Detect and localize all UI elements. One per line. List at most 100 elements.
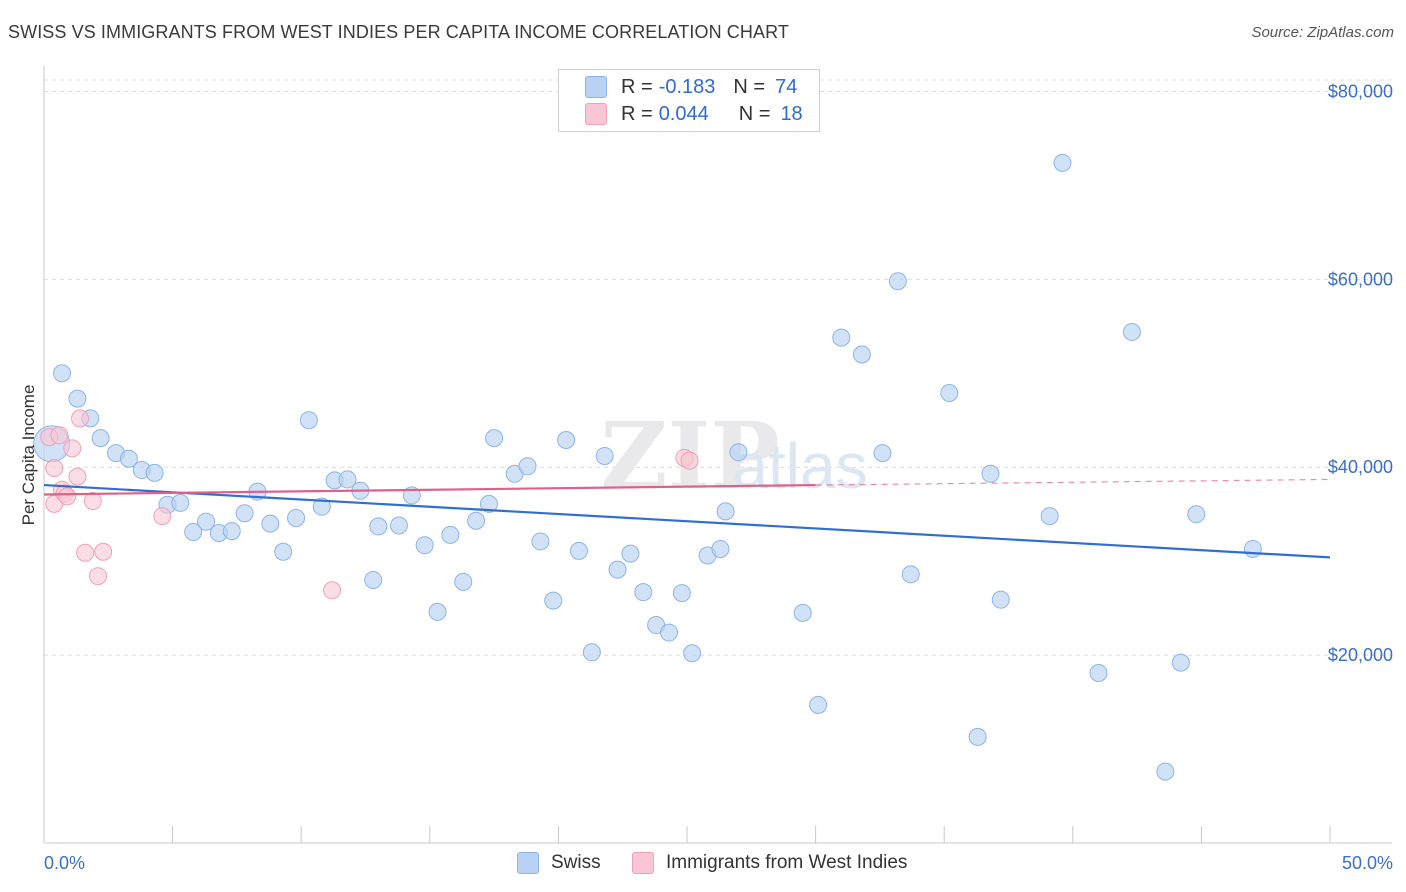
grid-lines — [44, 79, 1392, 656]
swiss-point — [364, 570, 383, 589]
watermark-atlas: atlas — [732, 430, 867, 502]
swiss-point — [299, 411, 318, 430]
swiss-point — [621, 544, 640, 563]
swiss-legend-label: Swiss — [551, 852, 601, 873]
west-indies-legend-swatch — [632, 852, 654, 874]
swiss-point — [91, 429, 110, 448]
correlation-legend: R = -0.183 N = 74 R = 0.044 N = 18 — [558, 69, 820, 132]
swiss-point — [809, 695, 828, 714]
swiss-point — [454, 572, 473, 591]
swiss-point — [467, 511, 486, 530]
west-indies-trend-line — [43, 483, 816, 496]
swiss-point — [369, 517, 388, 536]
swiss-point — [222, 522, 241, 541]
swiss-point — [1053, 153, 1072, 172]
swiss-point — [312, 497, 331, 516]
west-indies-point — [83, 492, 102, 511]
swiss-point — [389, 516, 408, 535]
swiss-point — [518, 457, 537, 476]
west-indies-trend-extension — [815, 478, 1331, 486]
swiss-point — [119, 449, 138, 468]
swiss-n-value: 74 — [775, 75, 798, 98]
west-indies-point — [76, 543, 95, 562]
swiss-point — [1243, 539, 1262, 558]
west-indies-point — [94, 542, 113, 561]
swiss-point — [441, 525, 460, 544]
swiss-point — [968, 727, 987, 746]
swiss-point — [716, 502, 735, 521]
swiss-point — [261, 514, 280, 533]
west-indies-swatch — [585, 103, 607, 125]
swiss-point — [197, 512, 216, 531]
swiss-point — [901, 565, 920, 584]
west-indies-point — [58, 487, 77, 506]
swiss-point — [981, 464, 1000, 483]
series-legend: Swiss Immigrants from West Indies — [0, 852, 1406, 878]
n-label: N = — [738, 102, 771, 125]
swiss-point — [274, 542, 293, 561]
swiss-point — [1187, 505, 1206, 524]
swiss-point — [415, 536, 434, 555]
swiss-point — [1040, 507, 1059, 526]
y-tick-label: $80,000 — [1328, 81, 1393, 101]
swiss-point — [235, 504, 254, 523]
swiss-point — [53, 364, 72, 383]
swiss-point — [582, 643, 601, 662]
swiss-point — [1089, 663, 1108, 682]
swiss-point — [1171, 653, 1190, 672]
west-indies-r-value: 0.044 — [658, 102, 709, 125]
swiss-point — [729, 443, 748, 462]
legend-row-swiss: R = -0.183 N = 74 — [585, 75, 797, 99]
swiss-point — [171, 493, 190, 512]
swiss-point — [832, 328, 851, 347]
x-tick-label: 0.0% — [44, 853, 85, 873]
trend-lines — [43, 478, 1331, 559]
swiss-point — [991, 590, 1010, 609]
swiss-point — [873, 444, 892, 463]
legend-item-swiss[interactable]: Swiss — [517, 852, 601, 874]
west-indies-point — [323, 581, 342, 600]
swiss-point — [1156, 762, 1175, 781]
swiss-point — [428, 602, 447, 621]
swiss-legend-swatch — [517, 852, 539, 874]
tick-labels: $20,000 $40,000 $60,000 $80,000 0.0% 50.0% — [44, 81, 1393, 873]
west-indies-point — [680, 451, 699, 470]
swiss-point — [145, 463, 164, 482]
swiss-point — [531, 532, 550, 551]
legend-item-west-indies[interactable]: Immigrants from West Indies — [632, 852, 907, 874]
swiss-point — [544, 591, 563, 610]
swiss-point — [338, 470, 357, 489]
west-indies-point — [89, 567, 108, 586]
swiss-swatch — [585, 76, 607, 98]
y-tick-label: $60,000 — [1328, 269, 1393, 289]
swiss-point — [287, 508, 306, 527]
west-indies-n-value: 18 — [780, 102, 803, 125]
swiss-point — [940, 384, 959, 403]
swiss-point — [672, 584, 691, 603]
west-indies-point — [50, 426, 69, 445]
swiss-point — [595, 446, 614, 465]
swiss-point — [888, 272, 907, 291]
y-tick-label: $40,000 — [1328, 457, 1393, 477]
swiss-point — [683, 644, 702, 663]
swiss-point — [634, 583, 653, 602]
west-indies-point — [71, 409, 90, 428]
swiss-point — [569, 541, 588, 560]
y-tick-label: $20,000 — [1328, 645, 1393, 665]
swiss-point — [479, 494, 498, 513]
legend-row-west-indies: R = 0.044 N = 18 — [585, 102, 803, 126]
swiss-point — [659, 623, 678, 642]
west-indies-point — [68, 467, 87, 486]
x-tick-label: 50.0% — [1342, 853, 1393, 873]
west-indies-point — [153, 507, 172, 526]
west-indies-point — [63, 439, 82, 458]
swiss-point — [793, 603, 812, 622]
swiss-point — [852, 345, 871, 364]
swiss-point — [1122, 322, 1141, 341]
swiss-point — [68, 389, 87, 408]
y-axis-title: Per Capita Income — [19, 385, 38, 526]
r-label: R = — [621, 102, 653, 125]
west-indies-legend-label: Immigrants from West Indies — [666, 852, 908, 873]
swiss-point — [402, 486, 421, 505]
